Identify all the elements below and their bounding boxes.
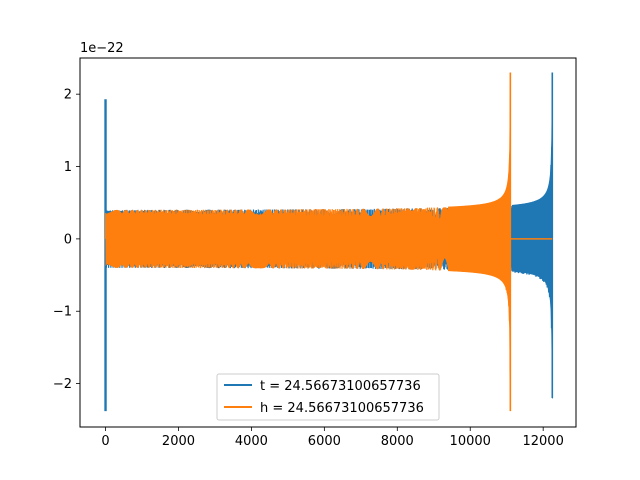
x-tick-label: 6000 [308, 434, 341, 449]
plot-area [104, 72, 554, 412]
axes-frame [79, 57, 577, 428]
y-tick-label: 1 [64, 160, 72, 175]
x-tick-label: 12000 [522, 434, 563, 449]
series-fill-t [511, 72, 553, 399]
legend-label-t: t = 24.56673100657736 [260, 379, 421, 394]
y-tick-label: −2 [53, 377, 72, 392]
series-line-h [104, 171, 511, 378]
legend-box [216, 373, 440, 421]
x-tick-label: 10000 [450, 434, 491, 449]
x-tick-label: 8000 [381, 434, 414, 449]
x-tick-label: 2000 [162, 434, 195, 449]
x-tick-label: 4000 [235, 434, 268, 449]
y-tick-label: 2 [64, 88, 72, 103]
y-tick-label: 0 [64, 232, 72, 247]
x-tick-label: 0 [101, 434, 109, 449]
legend: t = 24.56673100657736 h = 24.56673100657… [216, 373, 440, 421]
y-tick-label: −1 [53, 305, 72, 320]
legend-label-h: h = 24.56673100657736 [260, 401, 424, 416]
axes: 0 2000 4000 6000 8000 10000 12000 −2 −1 0 1 2 [53, 57, 577, 449]
y-offset-label: 1e−22 [80, 41, 124, 56]
